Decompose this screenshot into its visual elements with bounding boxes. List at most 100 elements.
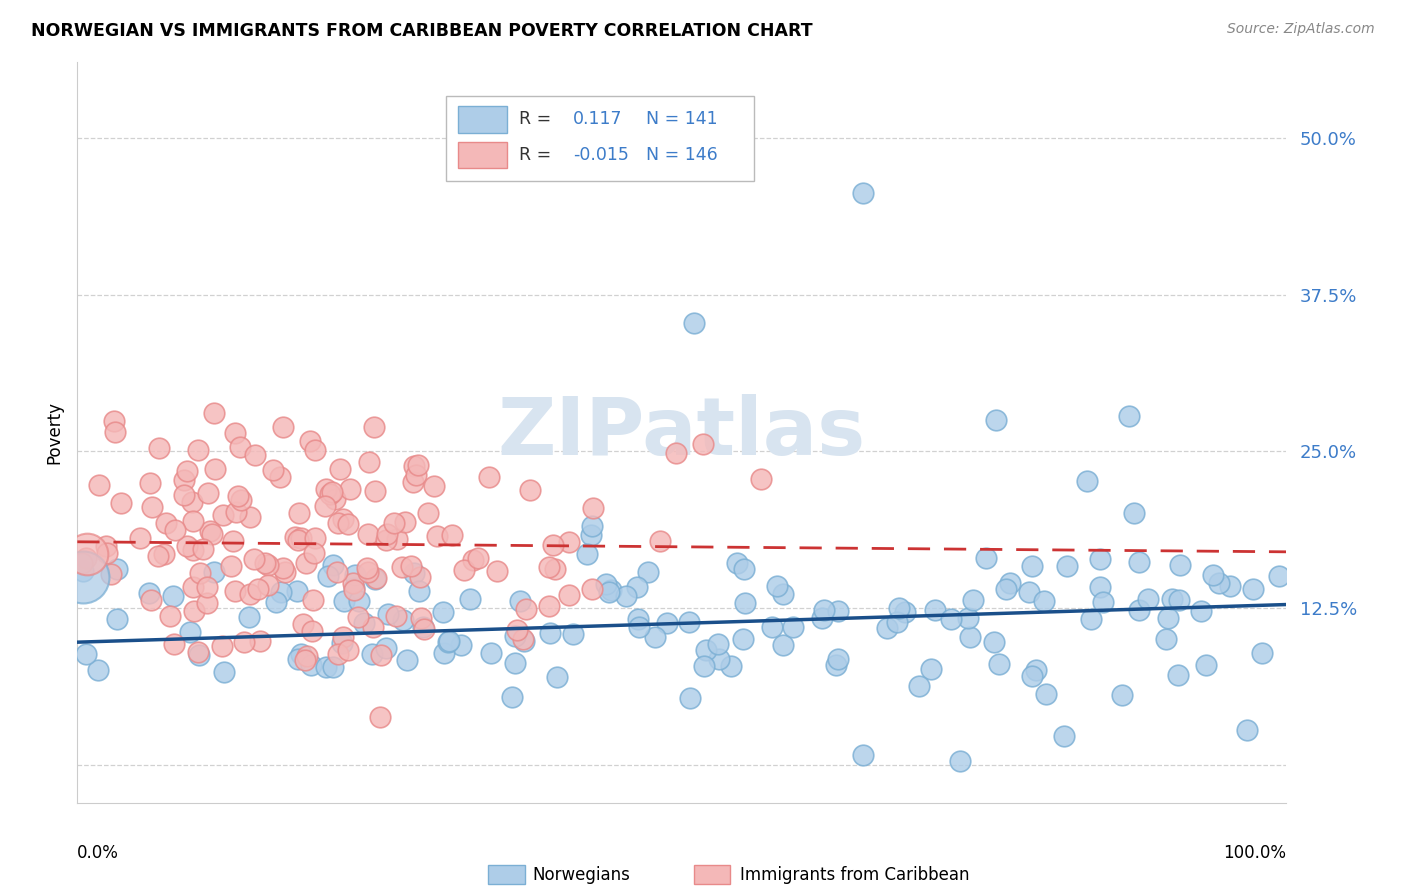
Point: [239, 587, 262, 601]
Point: [1168, 593, 1191, 607]
Point: [665, 446, 688, 460]
Point: [1021, 669, 1043, 683]
FancyBboxPatch shape: [488, 865, 524, 884]
Point: [1236, 723, 1258, 738]
Point: [399, 559, 422, 574]
Point: [181, 494, 204, 508]
Point: [139, 593, 162, 607]
Point: [343, 582, 366, 596]
Point: [887, 601, 910, 615]
Point: [87, 478, 110, 492]
Point: [254, 557, 277, 571]
Point: [315, 482, 337, 496]
Point: [211, 639, 233, 653]
Point: [224, 425, 246, 440]
Point: [405, 467, 427, 482]
Point: [538, 560, 561, 574]
Point: [461, 552, 484, 566]
Point: [761, 619, 783, 633]
Point: [316, 569, 339, 583]
Point: [650, 534, 672, 549]
Point: [876, 621, 898, 635]
Point: [765, 579, 787, 593]
Point: [1154, 632, 1177, 646]
Point: [614, 589, 637, 603]
Point: [356, 565, 378, 579]
Point: [187, 443, 209, 458]
Point: [581, 519, 603, 533]
Point: [450, 638, 472, 652]
Point: [439, 634, 461, 648]
Point: [391, 613, 413, 627]
Point: [188, 566, 211, 580]
Point: [339, 482, 361, 496]
Point: [343, 568, 366, 582]
Point: [627, 619, 650, 633]
Point: [1189, 604, 1212, 618]
Point: [1202, 567, 1225, 582]
Point: [562, 627, 585, 641]
Point: [333, 594, 356, 608]
Point: [264, 595, 287, 609]
Point: [96, 546, 118, 560]
Point: [326, 648, 349, 662]
Point: [852, 748, 875, 763]
Point: [332, 512, 354, 526]
Point: [356, 560, 378, 574]
Point: [382, 516, 405, 531]
Point: [176, 539, 198, 553]
Point: [1161, 592, 1184, 607]
Text: R =: R =: [519, 111, 551, 128]
Point: [1167, 668, 1189, 682]
Point: [852, 186, 875, 200]
Point: [326, 565, 349, 579]
FancyBboxPatch shape: [695, 865, 730, 884]
Point: [201, 526, 224, 541]
Point: [772, 638, 794, 652]
Point: [515, 601, 537, 615]
Point: [374, 641, 396, 656]
Point: [706, 636, 728, 650]
Point: [176, 464, 198, 478]
Point: [229, 492, 252, 507]
Point: [939, 612, 962, 626]
Point: [384, 609, 406, 624]
Point: [301, 624, 323, 639]
Point: [290, 647, 312, 661]
Point: [195, 580, 218, 594]
Point: [181, 580, 204, 594]
Point: [181, 514, 204, 528]
Point: [1128, 603, 1150, 617]
Point: [924, 603, 946, 617]
Point: [337, 643, 360, 657]
Point: [165, 523, 187, 537]
Point: [287, 533, 309, 548]
Point: [129, 531, 152, 545]
Point: [363, 420, 385, 434]
Point: [811, 611, 834, 625]
Point: [994, 582, 1017, 597]
Point: [332, 631, 354, 645]
Point: [734, 596, 756, 610]
Point: [96, 539, 118, 553]
Text: R =: R =: [519, 146, 551, 164]
Point: [505, 629, 527, 643]
Text: N = 146: N = 146: [645, 146, 717, 164]
Point: [141, 500, 163, 515]
Text: 0.117: 0.117: [574, 111, 623, 128]
Point: [290, 531, 312, 545]
Point: [683, 317, 706, 331]
Text: -0.015: -0.015: [574, 146, 628, 164]
Point: [163, 637, 186, 651]
Point: [243, 448, 266, 462]
Point: [319, 487, 342, 501]
Point: [575, 547, 598, 561]
Point: [204, 461, 226, 475]
Point: [375, 533, 398, 547]
Point: [238, 610, 260, 624]
Point: [100, 566, 122, 581]
Point: [271, 419, 294, 434]
Point: [103, 425, 125, 439]
Point: [353, 616, 375, 631]
Point: [314, 499, 336, 513]
